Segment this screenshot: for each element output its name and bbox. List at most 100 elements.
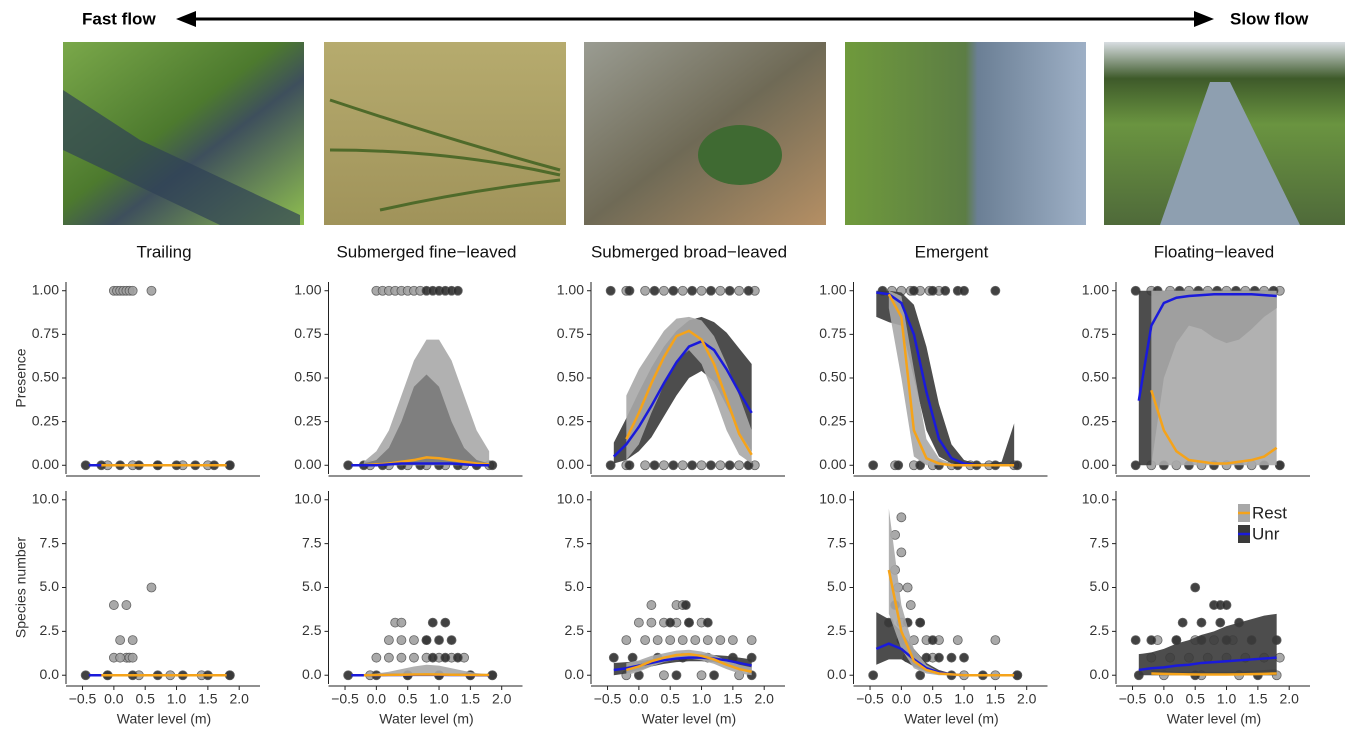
y-tick-label: 1.00: [819, 281, 846, 297]
y-tick-label: 0.50: [294, 369, 321, 385]
data-point: [868, 460, 879, 471]
y-tick-label: 0.25: [1082, 412, 1109, 428]
y-tick-label: 1.00: [557, 281, 584, 297]
data-point: [1215, 617, 1226, 628]
y-tick-label: 0.0: [1090, 666, 1110, 682]
x-tick-label: −0.5: [594, 691, 622, 707]
photo-stream: [63, 90, 300, 225]
data-point: [668, 285, 679, 296]
x-tick-label: −0.5: [69, 691, 97, 707]
y-tick-label: 2.5: [40, 622, 60, 638]
panel-title: Floating−leaved: [1154, 242, 1275, 261]
data-point: [946, 652, 957, 663]
data-point: [709, 670, 719, 681]
fit-line: [351, 462, 490, 467]
data-point: [905, 600, 916, 610]
panel: 0.0 2.5 5.0 7.5 10.0 −0.5 0.0 0.5 1.0 1.5 2.0 Water…: [819, 490, 1048, 727]
data-point: [743, 285, 754, 296]
y-tick-label: 10.0: [819, 490, 846, 506]
y-tick-label: 0.75: [557, 325, 584, 341]
y-tick-label: 2.5: [302, 622, 322, 638]
y-tick-label: 5.0: [1090, 578, 1110, 594]
data-point: [440, 617, 451, 628]
y-tick-label: 0.25: [819, 412, 846, 428]
y-tick-label: 5.0: [302, 578, 322, 594]
x-tick-label: 1.0: [954, 691, 974, 707]
data-point: [1130, 635, 1141, 646]
y-tick-label: 7.5: [1090, 534, 1110, 550]
x-tick-label: 1.5: [986, 691, 1006, 707]
y-tick-label: 0.00: [819, 456, 846, 472]
x-tick-label: 0.0: [892, 691, 912, 707]
y-tick-label: 2.5: [827, 622, 847, 638]
data-point: [665, 635, 676, 646]
x-tick-label: 2.0: [754, 691, 774, 707]
data-point: [927, 285, 938, 296]
x-tick-label: 1.5: [1248, 691, 1268, 707]
data-point: [868, 670, 879, 681]
y-tick-label: 0.00: [294, 456, 321, 472]
fit-line: [1151, 672, 1277, 676]
x-tick-label: −0.5: [856, 691, 884, 707]
data-point: [646, 617, 657, 628]
data-point: [633, 617, 644, 628]
photo-leaves: [329, 98, 561, 212]
data-point: [677, 285, 688, 296]
y-tick-label: 1.00: [1082, 281, 1109, 297]
data-point: [409, 652, 419, 663]
fast-flow-label: Fast flow: [82, 9, 156, 28]
data-point: [921, 652, 932, 663]
data-point: [746, 635, 757, 646]
data-point: [121, 600, 132, 610]
data-point: [696, 285, 707, 296]
data-point: [702, 617, 713, 628]
data-point: [680, 600, 691, 610]
data-point: [1146, 635, 1157, 646]
data-point: [624, 285, 635, 296]
y-tick-label: 0.50: [557, 369, 584, 385]
data-point: [108, 600, 119, 610]
x-tick-label: 0.5: [660, 691, 680, 707]
panel: 0.00 0.25 0.50 0.75 1.00 Submerged broad−leav…: [557, 242, 787, 477]
confidence-band: [888, 290, 1015, 466]
data-point: [421, 635, 432, 646]
x-tick-label: −0.5: [331, 691, 359, 707]
data-point: [434, 635, 444, 646]
y-tick-label: 0.75: [819, 325, 846, 341]
data-point: [902, 582, 913, 593]
y-tick-label: 0.00: [1082, 456, 1109, 472]
data-point: [934, 652, 944, 663]
fit-line: [363, 673, 490, 677]
slow-flow-label: Slow flow: [1230, 9, 1309, 28]
arrow-head-left: [176, 11, 196, 27]
data-point: [146, 582, 157, 593]
y-tick-label: 1.00: [32, 281, 59, 297]
data-point: [940, 285, 951, 296]
legend-label: Unr: [1252, 524, 1280, 543]
x-tick-label: 1.0: [1217, 691, 1237, 707]
y-tick-label: 5.0: [827, 578, 847, 594]
photos: [63, 42, 1345, 225]
y-tick-label: 0.50: [1082, 369, 1109, 385]
fit-line: [875, 642, 1015, 677]
data-point: [909, 285, 919, 296]
data-point: [446, 635, 457, 646]
x-tick-label: 0.5: [1185, 691, 1205, 707]
x-axis-label: Water level (m): [117, 711, 211, 727]
y-tick-label: 0.25: [294, 412, 321, 428]
panel: 0.0 2.5 5.0 7.5 10.0 −0.5 0.0 0.5 1.0 1.5 2.0 Water…: [13, 490, 260, 727]
fit-line: [887, 293, 1015, 467]
panel: 0.0 2.5 5.0 7.5 10.0 −0.5 0.0 0.5 1.0 1.5 2.0 Water…: [557, 490, 785, 727]
data-point: [734, 285, 745, 296]
data-point: [896, 547, 907, 558]
data-point: [1190, 582, 1201, 593]
flow-arrow: Fast flow Slow flow: [82, 9, 1309, 28]
data-point: [659, 285, 669, 296]
data-point: [915, 617, 926, 628]
x-axis-label: Water level (m): [642, 711, 736, 727]
photo-ditch: [1160, 82, 1300, 225]
x-tick-label: 2.0: [229, 691, 249, 707]
x-tick-label: 0.0: [367, 691, 387, 707]
